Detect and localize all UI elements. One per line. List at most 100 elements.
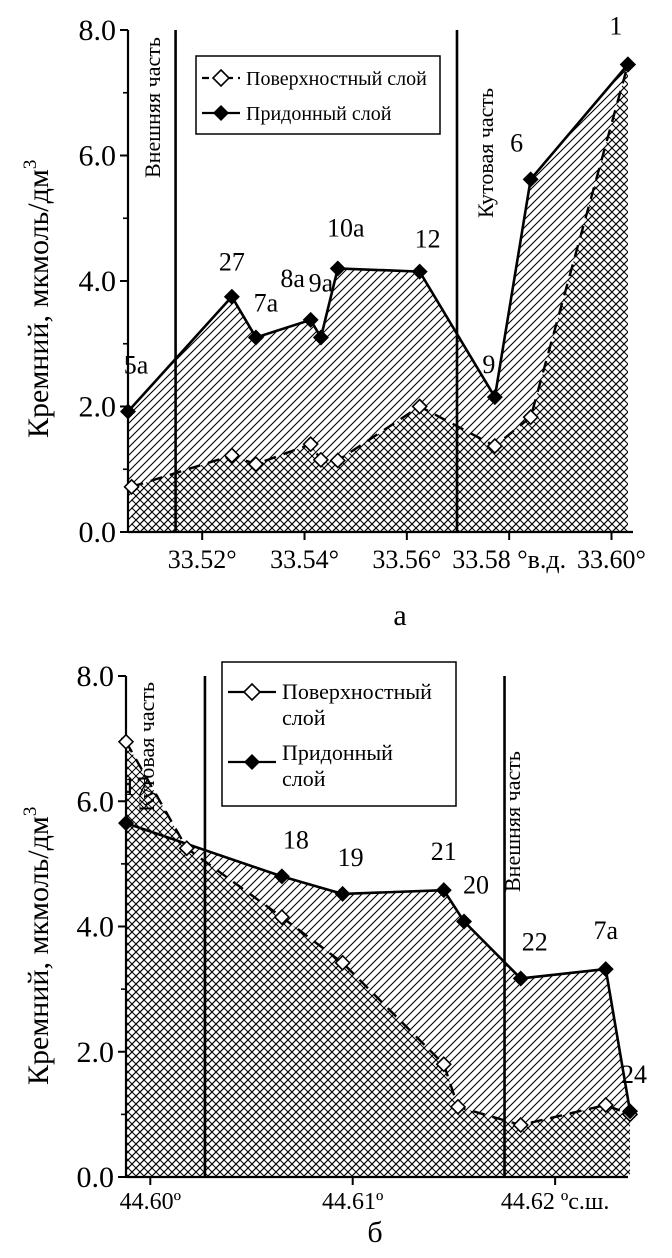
y-axis-label-b-sup: 3: [20, 807, 41, 817]
x-tick-label: 33.52°: [168, 545, 237, 574]
surface-series-line: [124, 741, 631, 1127]
legend-label-bottom-b: Придонный слой: [282, 740, 393, 791]
axes: 0.0 2.0 4.0 6.0 8.0 33.52° 33.54° 33.56° 33.58 °…: [79, 14, 646, 574]
bottom-point-5: [329, 260, 346, 277]
y-axis-label-b: Кремний, мкмоль/дм3: [20, 807, 55, 1085]
station-label-6: 7а: [593, 916, 618, 945]
station-label-0: 5а: [124, 351, 149, 380]
surface-point-4: [435, 1056, 452, 1073]
bottom-point-8: [522, 171, 539, 188]
y-tick-label: 2.0: [77, 1036, 115, 1069]
legend-label-surface-b: Поверхностный слой: [282, 679, 432, 730]
surface-layer-fill: [126, 741, 631, 1177]
surface-point-1: [178, 840, 195, 857]
y-axis-label: Кремний, мкмоль/дм3: [20, 160, 55, 438]
legend-label-bottom-b-w1: Придонный: [282, 740, 393, 765]
bottom-point-6: [597, 961, 614, 978]
bottom-point-1: [223, 288, 240, 305]
station-label-6: 12: [415, 225, 441, 254]
zone-label-corner-b-text: Кутовая часть: [134, 682, 159, 812]
panel-label-a: а: [393, 599, 406, 632]
zone-lines: [174, 30, 459, 532]
legend-marker-surface-b: [242, 682, 262, 702]
station-label-2: 19: [338, 843, 364, 872]
x-tick-label: 44.62 ºс.ш.: [501, 1189, 610, 1215]
legend-marker-surface: [211, 68, 231, 88]
bottom-point-0: [118, 815, 134, 832]
bottom-layer-area: [128, 64, 628, 532]
surface-layer-area: [126, 741, 631, 1177]
legend-box-b: [221, 661, 457, 807]
zone-label-outer-b: Внешняя часть: [500, 751, 525, 892]
station-label-3: 21: [431, 837, 457, 866]
bottom-point-0: [120, 403, 136, 420]
x-tick-label: 44.60º: [120, 1189, 182, 1215]
surface-point-3: [302, 436, 319, 453]
y-axis-label-text: Кремний, мкмоль/дм: [22, 169, 55, 438]
surface-point-7: [486, 437, 503, 455]
zone-label-corner-b: Кутовая часть: [134, 682, 159, 812]
bottom-point-6: [411, 263, 428, 280]
series-lines: [127, 63, 630, 488]
surface-point-0: [117, 733, 135, 750]
zone-label-outer: Внешняя часть: [140, 37, 165, 178]
x-tick-label: 33.60°: [577, 545, 646, 574]
surface-point-6: [411, 398, 428, 415]
station-label-0: 17: [123, 772, 149, 801]
y-axis-label-sup: 3: [20, 160, 41, 170]
surface-point-3: [334, 954, 351, 971]
x-tick-label: 33.56°: [372, 545, 441, 574]
station-label-3: 8а: [280, 264, 305, 293]
legend-marker-bottom-b: [244, 754, 260, 770]
legend-label-surface: Поверхностный слой: [246, 68, 427, 90]
y-tick-label: 4.0: [77, 911, 115, 944]
y-tick-label: 6.0: [77, 785, 115, 818]
legend-marker-bottom: [213, 105, 229, 121]
surface-series-line: [131, 64, 630, 488]
surface-point-2: [247, 456, 265, 473]
legend-label-surface-b-w1: Поверхностный: [282, 679, 432, 704]
station-label-4: 9а: [309, 268, 334, 297]
bottom-point-9: [619, 56, 636, 73]
bottom-point-2: [247, 329, 264, 346]
series-points: [120, 56, 637, 495]
station-label-5: 10а: [327, 213, 365, 242]
surface-point-1: [223, 447, 240, 464]
legend-label-bottom-b-w2: слой: [282, 766, 326, 791]
surface-point-4: [312, 451, 330, 468]
legend: Поверхностный слой Придонный слой: [195, 55, 441, 135]
y-axis-label-b-text: Кремний, мкмоль/дм: [22, 816, 55, 1085]
bottom-point-5: [512, 970, 529, 987]
station-label-1: 27: [219, 248, 245, 277]
x-tick-label: 33.58 °в.д.: [452, 545, 566, 574]
station-label-7: 9: [482, 350, 495, 379]
y-tick-label: 6.0: [79, 140, 117, 173]
panel-a: 0.0 2.0 4.0 6.0 8.0 33.52° 33.54° 33.56° 33.58 °…: [20, 12, 646, 632]
y-tick-label: 0.0: [79, 516, 117, 549]
series-lines: [124, 741, 632, 1127]
bottom-point-3: [435, 882, 452, 899]
panel-b: 0.0 2.0 4.0 6.0 8.0 44.60º 44.61º 44.62 ºс.ш. 1…: [20, 660, 647, 1249]
station-label-1: 18: [283, 825, 309, 854]
zone-lines: [203, 676, 506, 1177]
station-label-8: 6: [510, 128, 523, 157]
legend-label-surface-b-w2: слой: [282, 705, 326, 730]
bottom-point-3: [302, 311, 319, 328]
station-label-2: 7а: [254, 288, 279, 317]
bottom-point-7: [486, 389, 503, 406]
surface-point-7: [597, 1096, 614, 1114]
legend-label-bottom: Придонный слой: [246, 103, 392, 125]
bottom-point-7: [622, 1103, 639, 1120]
station-label-4: 20: [463, 870, 489, 899]
bottom-layer-fill: [128, 64, 628, 532]
zone-label-corner: Кутовая часть: [473, 88, 498, 218]
bottom-point-4: [312, 329, 329, 346]
station-label-5: 22: [522, 927, 548, 956]
bottom-series-line: [125, 821, 632, 1112]
surface-point-2: [273, 908, 290, 926]
bottom-point-4: [456, 913, 473, 930]
surface-point-8: [522, 409, 539, 426]
